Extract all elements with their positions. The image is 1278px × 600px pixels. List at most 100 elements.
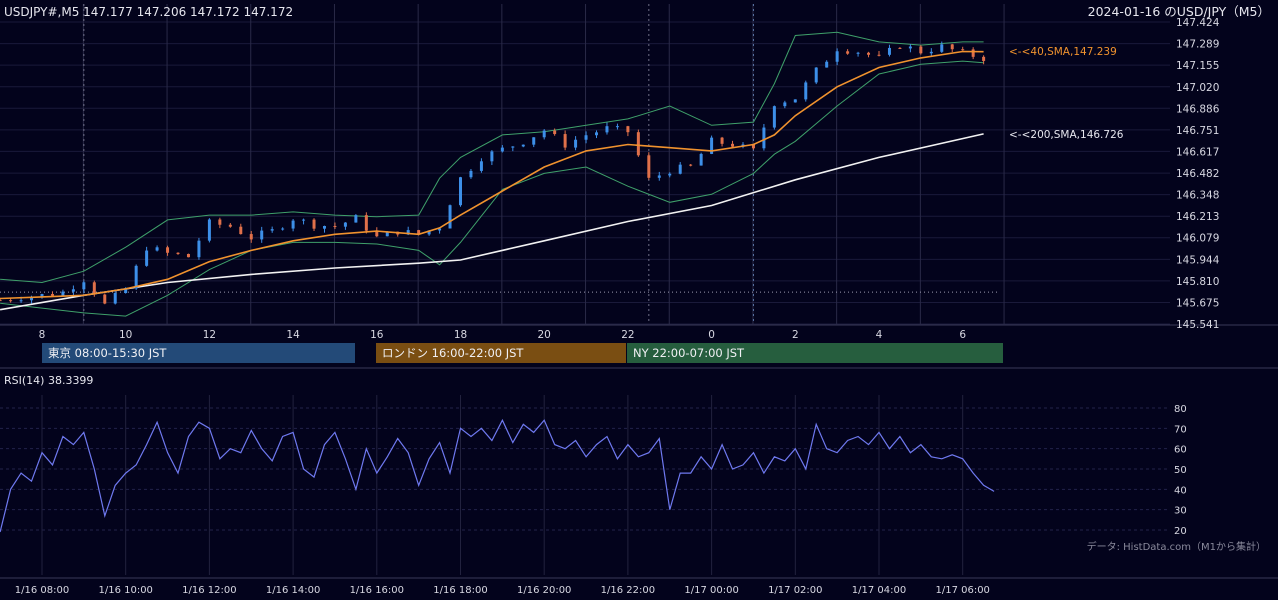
price-tick-label: 147.020: [1176, 82, 1219, 94]
candle-up: [825, 61, 829, 68]
candle-up: [155, 247, 159, 251]
rsi-tick-label: 30: [1174, 506, 1187, 517]
candle-up: [479, 161, 483, 171]
candle-down: [982, 56, 986, 61]
candle-down: [103, 294, 107, 304]
candle-up: [322, 225, 326, 229]
time-tick-label: 1/16 18:00: [433, 585, 487, 596]
candle-up: [856, 52, 860, 54]
candle-up: [783, 102, 787, 107]
bollinger-band-line: [0, 60, 984, 317]
time-tick-label: 1/17 02:00: [768, 585, 822, 596]
candle-up: [197, 240, 201, 258]
candle-down: [751, 144, 755, 149]
bollinger-band-line: [0, 31, 984, 284]
candle-down: [961, 49, 965, 51]
candle-up: [793, 99, 797, 103]
candle-down: [720, 137, 724, 144]
candle-up: [657, 175, 661, 178]
time-tick-label: 1/16 10:00: [98, 585, 152, 596]
sma40-line: [0, 50, 984, 300]
time-tick-label: 1/16 16:00: [350, 585, 404, 596]
price-tick-label: 146.079: [1176, 233, 1219, 245]
hour-tick-label: 12: [203, 329, 216, 341]
candle-up: [291, 220, 295, 229]
candle-down: [92, 282, 96, 295]
price-tick-label: 146.617: [1176, 146, 1219, 158]
candle-up: [835, 51, 839, 62]
candle-up: [605, 126, 609, 133]
candle-down: [364, 215, 368, 231]
price-tick-label: 146.751: [1176, 125, 1219, 137]
candle-down: [312, 219, 316, 229]
rsi-tick-label: 50: [1174, 465, 1187, 476]
hour-tick-label: 14: [286, 329, 300, 341]
candle-down: [877, 54, 881, 56]
candle-up: [887, 47, 891, 55]
candle-up: [448, 205, 452, 229]
session-london-bar: [376, 343, 626, 363]
candle-down: [919, 46, 923, 54]
candle-down: [689, 164, 693, 166]
candle-up: [929, 51, 933, 54]
price-tick-label: 147.289: [1176, 39, 1219, 51]
candle-up: [804, 82, 808, 100]
candle-up: [145, 250, 149, 266]
hour-tick-label: 16: [370, 329, 384, 341]
candle-up: [908, 46, 912, 49]
axes: 147.424 147.289 147.155 147.020 146.886 146.7…: [15, 17, 1220, 596]
candle-up: [521, 144, 525, 147]
candle-up: [343, 222, 347, 227]
price-tick-label: 146.213: [1176, 211, 1219, 223]
candle-up: [207, 219, 211, 241]
time-tick-label: 1/16 08:00: [15, 585, 69, 596]
candle-up: [710, 137, 714, 154]
candle-down: [563, 134, 567, 148]
candle-up: [574, 139, 578, 148]
candle-up: [124, 288, 128, 294]
candle-down: [176, 252, 180, 254]
session-ny-bar: [627, 343, 1003, 363]
rsi-tick-label: 70: [1174, 424, 1187, 435]
price-series: [0, 31, 986, 317]
price-tick-label: 147.424: [1176, 17, 1220, 29]
time-tick-label: 1/16 12:00: [182, 585, 236, 596]
candle-up: [814, 67, 818, 83]
hour-tick-label: 20: [538, 329, 551, 341]
candle-up: [699, 153, 703, 166]
candle-down: [846, 51, 850, 54]
candle-down: [166, 247, 170, 253]
candle-up: [762, 127, 766, 149]
session-tokyo-label: 東京 08:00-15:30 JST: [48, 346, 167, 360]
rsi-label: RSI(14) 38.3399: [4, 374, 93, 387]
candle-up: [532, 137, 536, 145]
candle-down: [647, 155, 651, 178]
candle-down: [626, 126, 630, 133]
candle-down: [239, 226, 243, 235]
candle-up: [490, 151, 494, 162]
candle-up: [668, 173, 672, 176]
price-tick-label: 145.810: [1176, 276, 1219, 288]
session-ny-label: NY 22:00-07:00 JST: [633, 346, 745, 360]
candle-down: [971, 49, 975, 57]
candle-down: [731, 143, 735, 147]
candle-up: [281, 228, 285, 230]
candle-up: [940, 44, 944, 52]
candle-up: [511, 146, 515, 148]
candle-down: [950, 44, 954, 50]
candle-down: [375, 230, 379, 237]
candle-up: [615, 126, 619, 128]
time-tick-label: 1/16 20:00: [517, 585, 571, 596]
hour-tick-label: 4: [876, 329, 883, 341]
candle-up: [542, 130, 546, 138]
candle-down: [333, 225, 337, 227]
candle-down: [50, 294, 54, 296]
price-tick-label: 146.482: [1176, 168, 1219, 180]
session-london-label: ロンドン 16:00-22:00 JST: [382, 346, 524, 360]
price-tick-label: 146.886: [1176, 103, 1220, 115]
rsi-tick-label: 20: [1174, 526, 1187, 537]
candle-down: [553, 130, 557, 135]
candle-up: [406, 230, 410, 235]
candle-up: [113, 293, 117, 304]
hour-tick-label: 8: [39, 329, 46, 341]
